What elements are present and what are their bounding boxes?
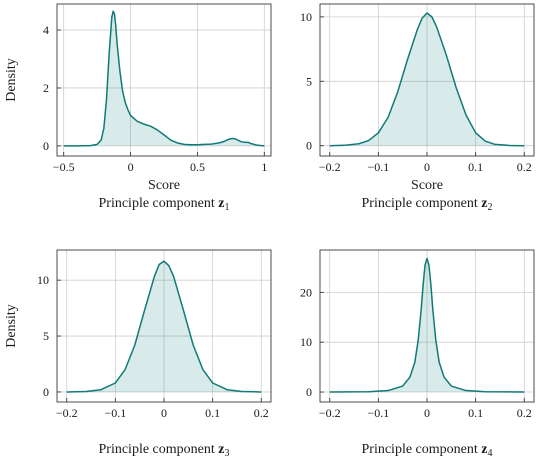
y-tick-label: 5 xyxy=(306,74,312,88)
density-line xyxy=(329,12,525,147)
x-tick-label: 1 xyxy=(261,160,267,174)
panel-caption: Principle component z3 xyxy=(99,442,230,459)
x-tick-label: 0 xyxy=(424,406,430,420)
x-tick-label: 0.2 xyxy=(517,160,532,174)
x-tick-label: 0 xyxy=(424,160,430,174)
x-tick-label: 0 xyxy=(128,160,134,174)
x-axis-label: Score xyxy=(411,178,443,193)
y-tick-label: 0 xyxy=(43,385,49,399)
y-tick-label: 0 xyxy=(306,139,312,153)
axes-frame xyxy=(56,3,272,157)
x-tick-label: −0.2 xyxy=(319,406,341,420)
panel-caption: Principle component z1 xyxy=(99,196,230,213)
chart-panel-2: −0.2 −0.1 0 0.1 0.2 0 5 10 Score Principle compon… xyxy=(300,3,535,213)
x-tick-label: −0.1 xyxy=(104,406,126,420)
x-tick-label: −0.2 xyxy=(56,406,78,420)
density-line xyxy=(63,10,265,147)
y-tick-label: 20 xyxy=(300,285,312,299)
density-line xyxy=(66,260,262,393)
y-tick-label: 2 xyxy=(43,81,49,95)
y-tick-label: 0 xyxy=(43,139,49,153)
panel-caption: Principle component z2 xyxy=(362,196,493,213)
y-axis-label: Density xyxy=(4,304,19,348)
density-line xyxy=(329,257,525,393)
x-tick-label: −0.1 xyxy=(367,160,389,174)
x-tick-label: 0.1 xyxy=(468,406,483,420)
density-area xyxy=(329,13,525,146)
y-tick-label: 5 xyxy=(43,329,49,343)
chart-panel-3: −0.2 −0.1 0 0.1 0.2 0 5 10 Density Principle comp… xyxy=(4,249,272,459)
x-tick-label: 0 xyxy=(161,406,167,420)
x-tick-label: −0.5 xyxy=(53,160,75,174)
x-axis-label: Score xyxy=(148,178,180,193)
x-tick-label: 0.2 xyxy=(254,406,269,420)
panel-caption: Principle component z4 xyxy=(362,442,493,459)
y-tick-label: 10 xyxy=(300,10,312,24)
y-tick-label: 0 xyxy=(306,385,312,399)
x-tick-label: 0.2 xyxy=(517,406,532,420)
x-tick-label: 0.1 xyxy=(468,160,483,174)
density-area xyxy=(66,261,262,392)
x-tick-label: 0.1 xyxy=(205,406,220,420)
chart-panel-4: −0.2 −0.1 0 0.1 0.2 0 10 20 Principle component … xyxy=(300,249,535,459)
y-tick-label: 10 xyxy=(300,335,312,349)
x-tick-label: −0.1 xyxy=(367,406,389,420)
density-area xyxy=(63,11,265,146)
density-area xyxy=(329,258,525,393)
y-tick-label: 10 xyxy=(37,273,49,287)
x-tick-label: −0.2 xyxy=(319,160,341,174)
y-axis-label: Density xyxy=(4,58,19,102)
y-tick-label: 4 xyxy=(43,23,49,37)
chart-panel-1: −0.5 0 0.5 1 0 2 4 Score Density Principle compon… xyxy=(4,3,272,213)
x-tick-label: 0.5 xyxy=(190,160,205,174)
